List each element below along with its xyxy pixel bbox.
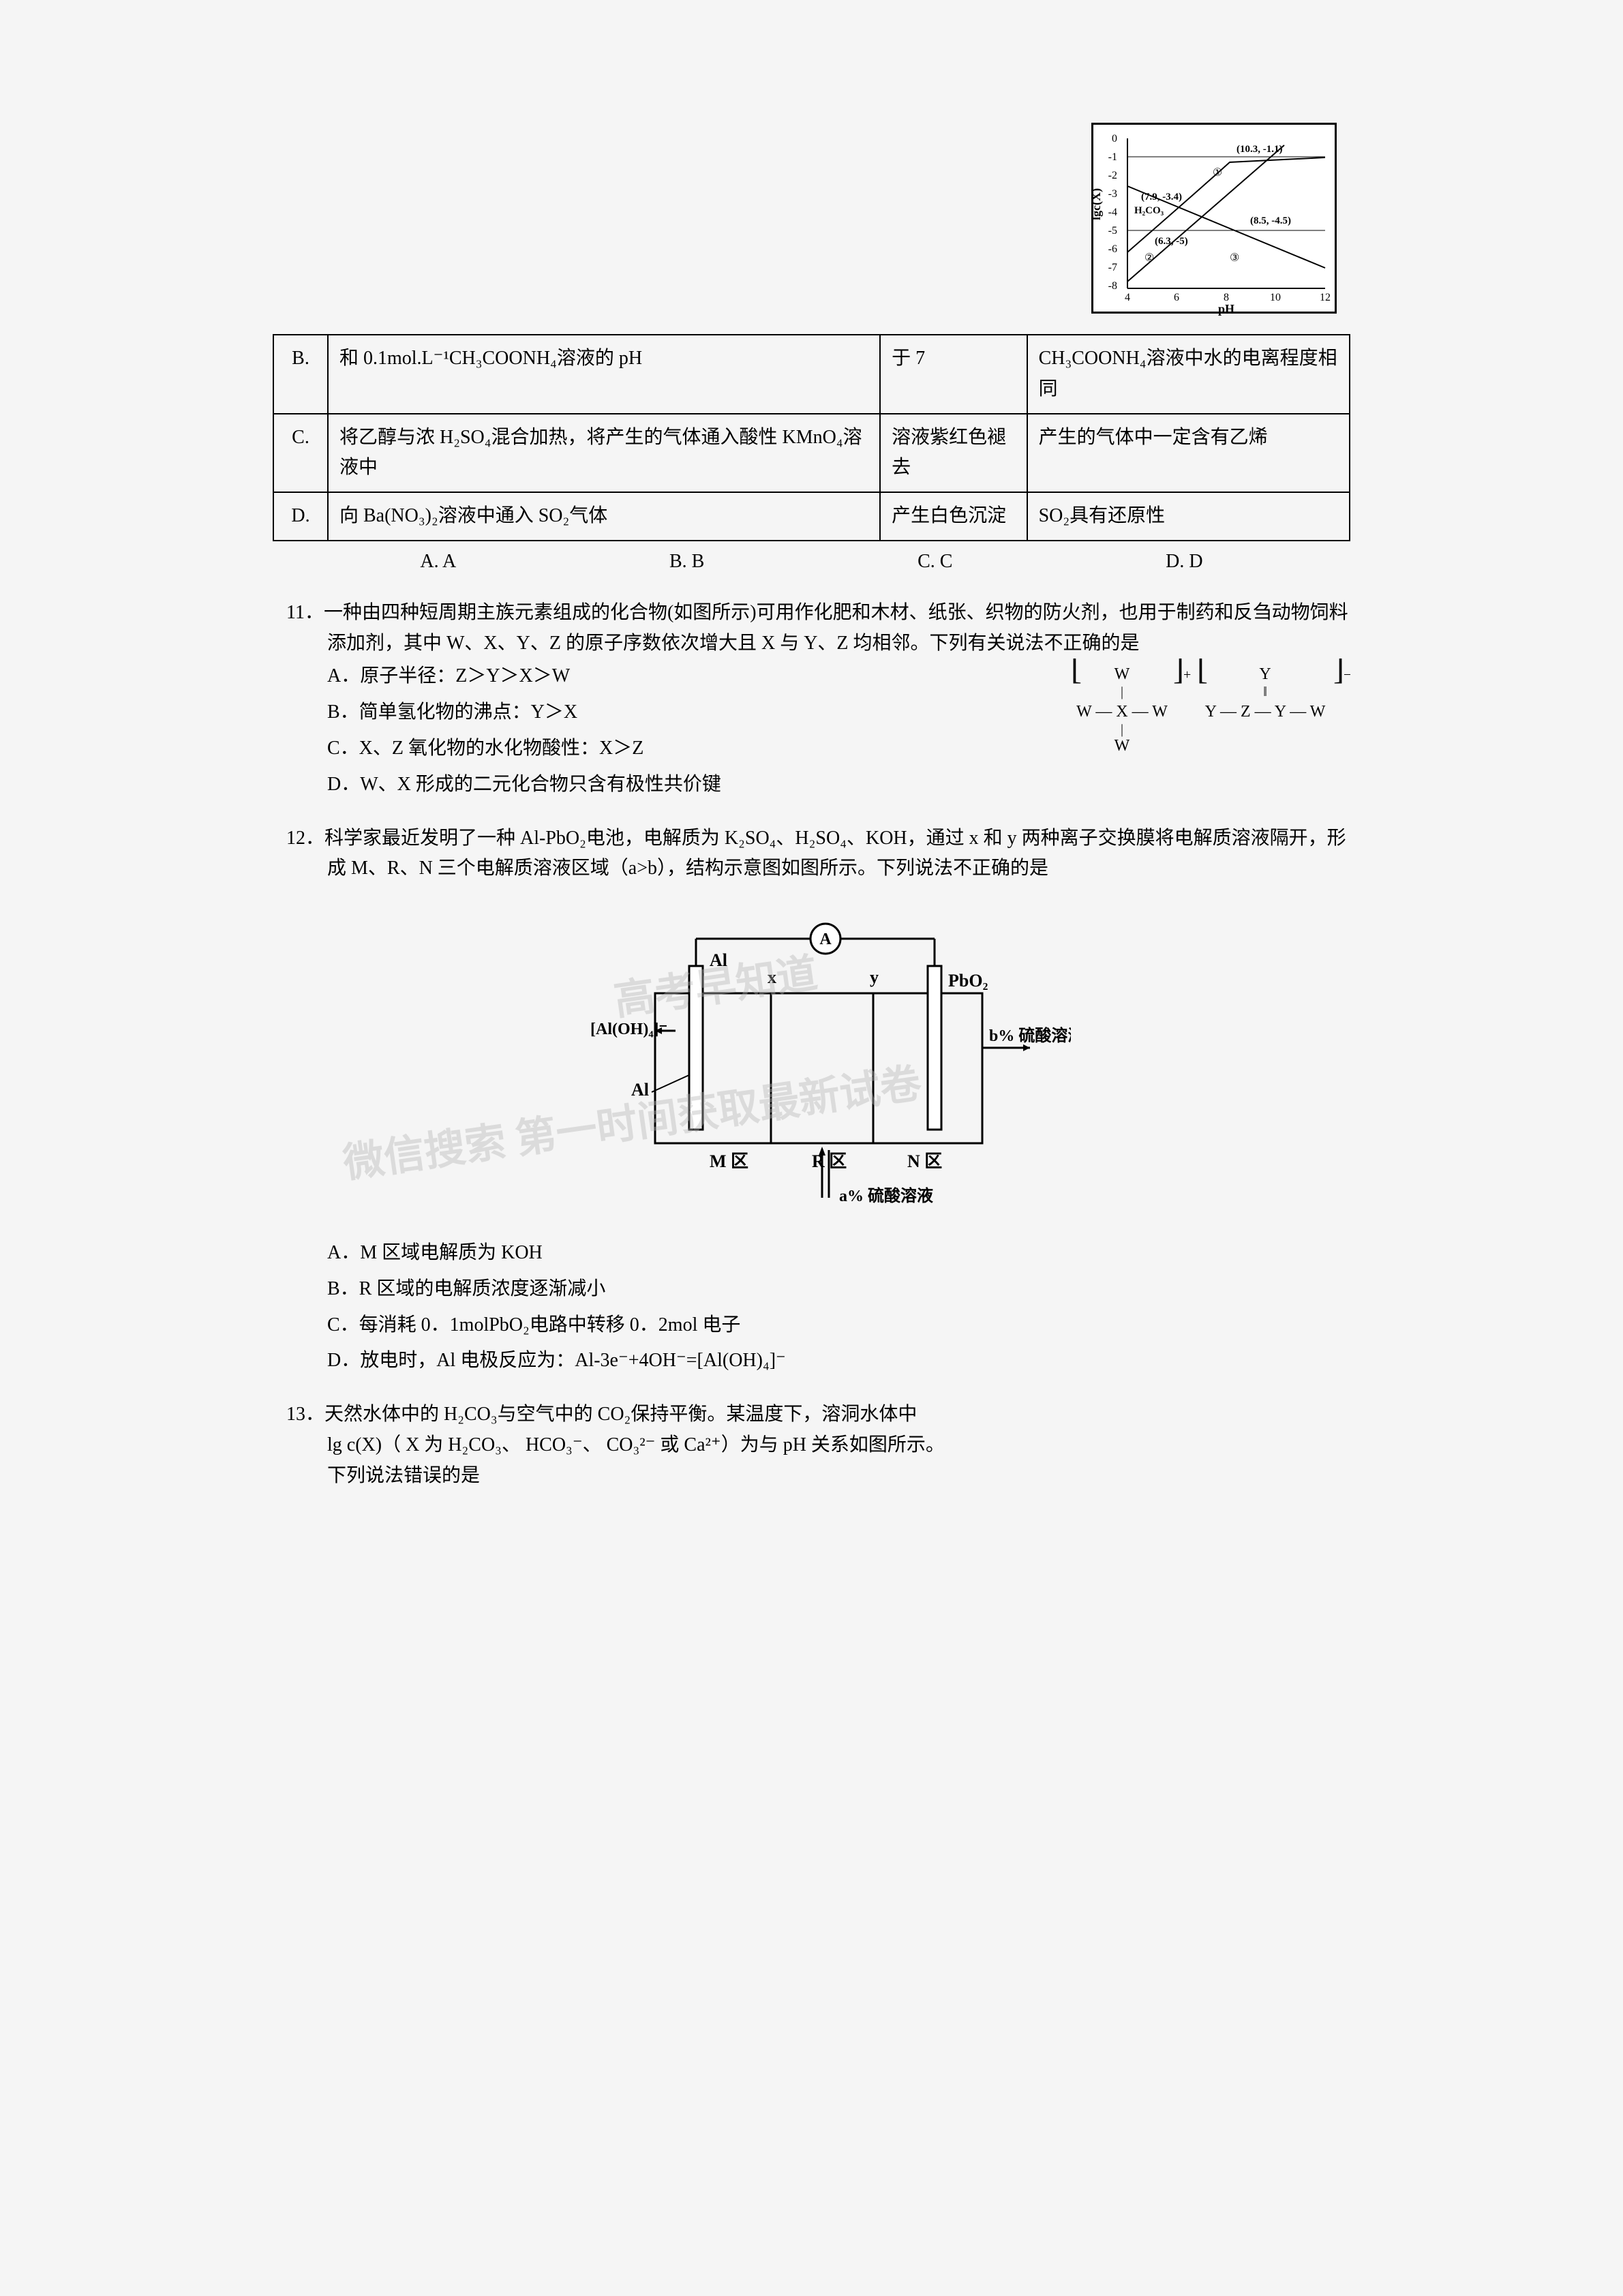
question-stem-line2: lg c(X)（ X 为 H₂CO₃、 HCO₃⁻、 CO₃²⁻ 或 Ca²⁺）… [327,1430,1350,1461]
svg-text:10: 10 [1270,292,1281,303]
q12-option-d: D．放电时，Al 电极反应为：Al-3e⁻+4OH⁻=[Al(OH)₄]⁻ [327,1343,1350,1379]
question-13: 13．天然水体中的 H₂CO₃与空气中的 CO₂保持平衡。某温度下，溶洞水体中 [314,1400,1350,1430]
svg-text:(7.9, -3.4): (7.9, -3.4) [1141,192,1182,202]
svg-text:‖: ‖ [1263,684,1267,699]
q12-option-c: C．每消耗 0．1molPbO₂电路中转移 0．2mol 电子 [327,1308,1350,1344]
cell: 向 Ba(NO₃)₂溶液中通入 SO₂气体 [328,492,880,541]
q12-battery-diagram: x y Al PbO₂ A [Al(OH)₄]⁻ Al b% 硫酸溶液 a% 硫… [273,898,1350,1222]
option-b: B. B [669,547,704,577]
svg-text:Al: Al [631,1080,649,1100]
cell: 于 7 [880,335,1027,414]
svg-text:pH: pH [1218,302,1234,316]
svg-text:W: W [1114,665,1130,683]
svg-text:x: x [768,967,776,987]
question-stem-line3: 下列说法错误的是 [327,1461,1350,1492]
q12-option-a: A．M 区域电解质为 KOH [327,1235,1350,1271]
svg-text:y: y [870,967,879,987]
svg-text:[Al(OH)₄]⁻: [Al(OH)₄]⁻ [590,1021,667,1038]
svg-text:b% 硫酸溶液: b% 硫酸溶液 [989,1026,1071,1045]
cell: SO₂具有还原性 [1027,492,1350,541]
svg-text:Al: Al [710,950,727,970]
svg-text:N 区: N 区 [907,1151,942,1171]
svg-text:M 区: M 区 [710,1151,748,1171]
option-c: C. C [917,547,952,577]
svg-text:W — X — W: W — X — W [1076,703,1168,721]
row-label: C. [273,414,328,493]
experiment-table: B. 和 0.1mol.L⁻¹CH₃COONH₄溶液的 pH 于 7 CH₃CO… [273,334,1350,541]
svg-text:-7: -7 [1108,262,1117,273]
svg-text:[: [ [1197,659,1208,686]
table-row: D. 向 Ba(NO₃)₂溶液中通入 SO₂气体 产生白色沉淀 SO₂具有还原性 [273,492,1350,541]
svg-text:(10.3, -1.1): (10.3, -1.1) [1237,144,1283,155]
svg-text:-8: -8 [1108,280,1117,292]
svg-text:(6.3, -5): (6.3, -5) [1155,236,1188,247]
svg-text:6: 6 [1174,292,1179,303]
question-number: 11． [286,602,324,623]
table-row: B. 和 0.1mol.L⁻¹CH₃COONH₄溶液的 pH 于 7 CH₃CO… [273,335,1350,414]
q11-structure-diagram: [ W | W — X — W | W ] + [ Y ‖ Y — Z — Y … [1064,659,1350,778]
question-12: 12．科学家最近发明了一种 Al-PbO₂电池，电解质为 K₂SO₄、H₂SO₄… [314,824,1350,885]
svg-text:③: ③ [1230,252,1239,264]
svg-text:-2: -2 [1108,170,1117,181]
svg-text:]: ] [1173,659,1184,686]
question-stem-line1: 天然水体中的 H₂CO₃与空气中的 CO₂保持平衡。某温度下，溶洞水体中 [324,1404,917,1425]
cell: CH₃COONH₄溶液中水的电离程度相同 [1027,335,1350,414]
svg-text:②: ② [1144,252,1154,264]
svg-text:-6: -6 [1108,243,1117,255]
question-11: 11．一种由四种短周期主族元素组成的化合物(如图所示)可用作化肥和木材、纸张、织… [314,598,1350,659]
svg-text:A: A [819,931,832,948]
svg-text:R 区: R 区 [812,1151,847,1171]
svg-text:]: ] [1333,659,1344,686]
svg-text:+: + [1183,667,1191,682]
svg-text:Y: Y [1259,665,1271,683]
answer-options-row: A. A B. B C. C D. D [273,547,1350,577]
svg-text:lgc(X): lgc(X) [1093,188,1104,220]
question-stem: 科学家最近发明了一种 Al-PbO₂电池，电解质为 K₂SO₄、H₂SO₄、KO… [324,828,1346,879]
cell: 溶液紫红色褪去 [880,414,1027,493]
svg-text:12: 12 [1320,292,1331,303]
question-stem: 一种由四种短周期主族元素组成的化合物(如图所示)可用作化肥和木材、纸张、织物的防… [324,602,1348,654]
svg-text:[: [ [1071,659,1082,686]
svg-text:W: W [1114,737,1130,755]
svg-text:-5: -5 [1108,225,1117,237]
cell: 和 0.1mol.L⁻¹CH₃COONH₄溶液的 pH [328,335,880,414]
question-number: 12． [286,828,324,849]
svg-text:4: 4 [1125,292,1130,303]
svg-text:|: | [1121,684,1123,699]
svg-text:H₂CO₃: H₂CO₃ [1134,205,1164,216]
cell: 产生白色沉淀 [880,492,1027,541]
svg-text:PbO₂: PbO₂ [948,971,988,991]
svg-text:①: ① [1213,167,1222,179]
svg-text:0: 0 [1112,133,1117,145]
lgc-ph-chart: 0 -1 -2 -3 -4 -5 -6 -7 -8 4 6 8 10 12 ( [1091,123,1337,314]
svg-text:−: − [1344,667,1350,682]
svg-text:-1: -1 [1108,151,1117,163]
table-row: C. 将乙醇与浓 H₂SO₄混合加热，将产生的气体通入酸性 KMnO₄溶液中 溶… [273,414,1350,493]
svg-text:|: | [1121,722,1123,737]
svg-text:-4: -4 [1108,207,1117,218]
svg-text:-3: -3 [1108,188,1117,200]
cell: 产生的气体中一定含有乙烯 [1027,414,1350,493]
option-d: D. D [1166,547,1202,577]
svg-text:(8.5, -4.5): (8.5, -4.5) [1250,215,1291,226]
q12-option-b: B．R 区域的电解质浓度逐渐减小 [327,1271,1350,1308]
row-label: D. [273,492,328,541]
question-number: 13． [286,1404,324,1425]
svg-text:a% 硫酸溶液: a% 硫酸溶液 [839,1186,933,1205]
cell: 将乙醇与浓 H₂SO₄混合加热，将产生的气体通入酸性 KMnO₄溶液中 [328,414,880,493]
chart-svg: 0 -1 -2 -3 -4 -5 -6 -7 -8 4 6 8 10 12 ( [1093,125,1339,316]
row-label: B. [273,335,328,414]
option-a: A. A [420,547,456,577]
svg-text:Y — Z — Y — W: Y — Z — Y — W [1205,703,1326,721]
